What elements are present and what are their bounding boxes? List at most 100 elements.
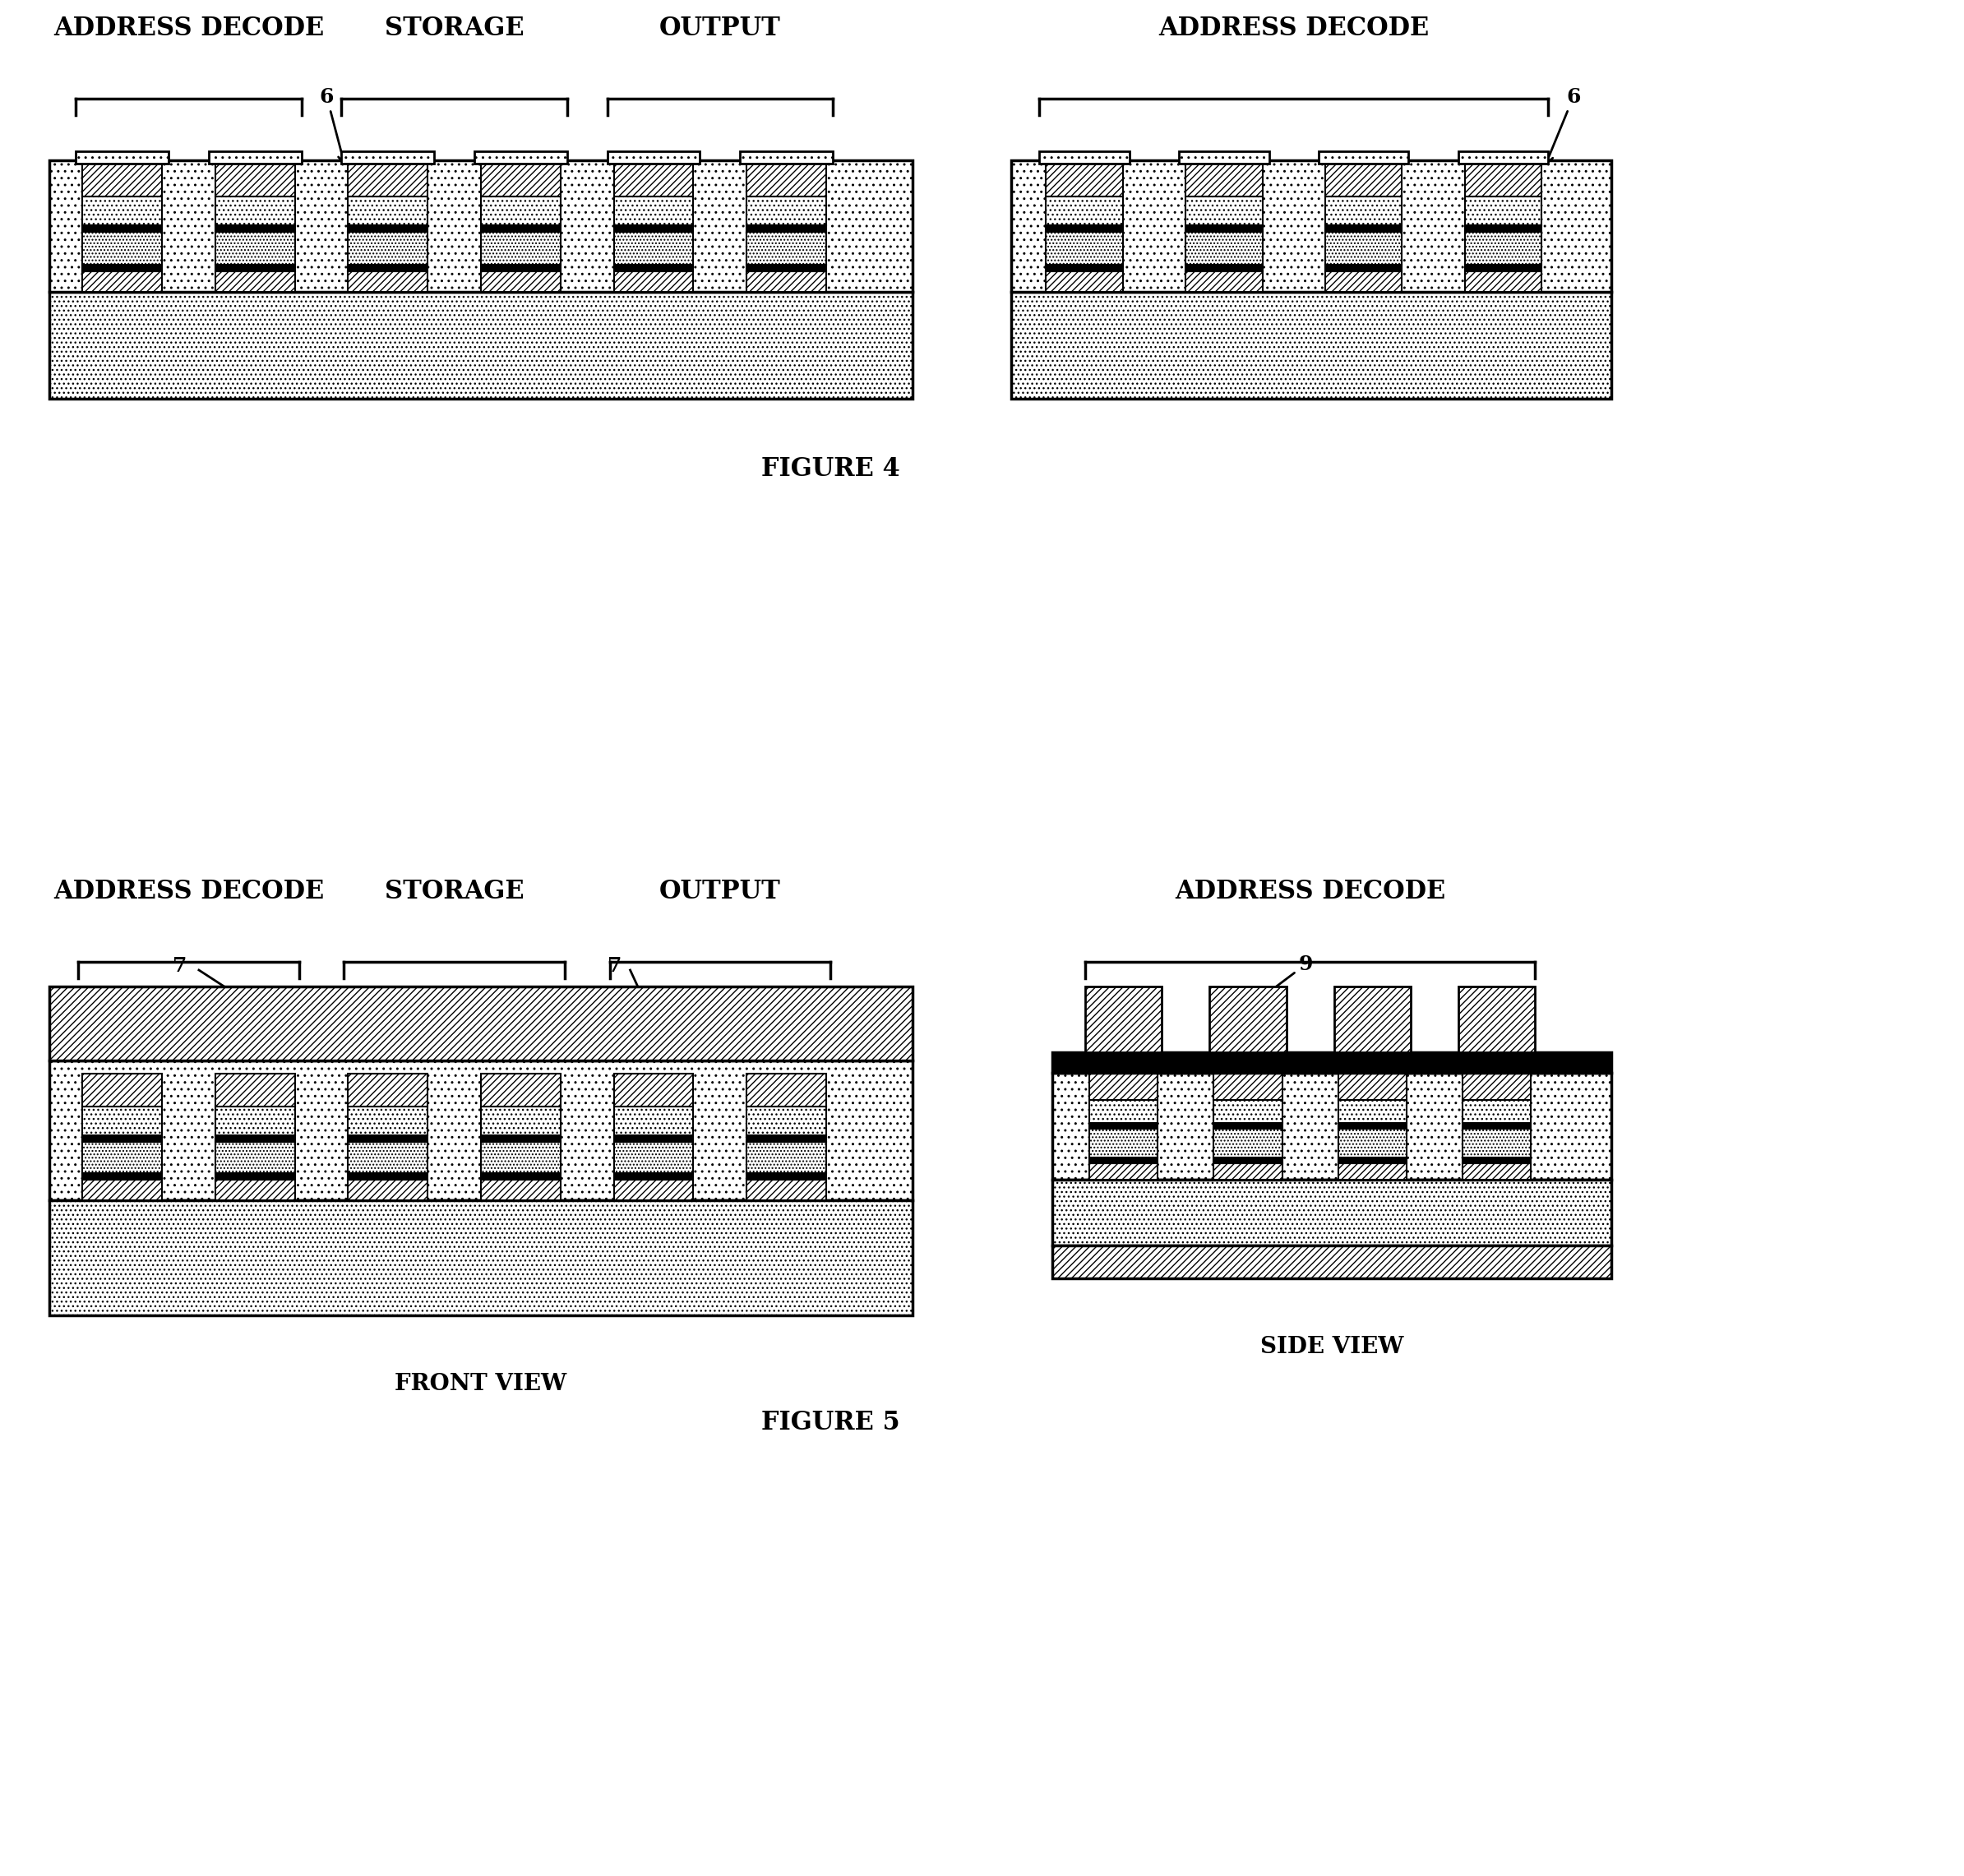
Bar <box>481 233 560 265</box>
Bar <box>746 163 827 197</box>
Bar <box>49 1060 913 1201</box>
Bar <box>348 1180 428 1201</box>
Bar <box>613 265 693 272</box>
Bar <box>613 233 693 265</box>
Bar <box>1465 197 1542 225</box>
Bar <box>1047 163 1123 197</box>
Text: ADDRESS DECODE: ADDRESS DECODE <box>1159 15 1430 41</box>
Bar <box>82 1180 163 1201</box>
Bar <box>348 233 428 265</box>
Bar <box>1047 225 1123 233</box>
Bar <box>1465 225 1542 233</box>
Bar <box>746 197 827 225</box>
Bar <box>1334 987 1410 1052</box>
Text: FRONT VIEW: FRONT VIEW <box>395 1373 568 1396</box>
Bar <box>1214 1073 1282 1099</box>
Bar <box>1047 197 1123 225</box>
Bar <box>1457 987 1534 1052</box>
Bar <box>49 159 913 293</box>
Bar <box>746 1172 827 1180</box>
Text: STORAGE: STORAGE <box>385 15 524 41</box>
Bar <box>746 1180 827 1201</box>
Text: 7: 7 <box>607 957 623 976</box>
Bar <box>1186 233 1263 265</box>
Text: OUTPUT: OUTPUT <box>660 15 782 41</box>
Bar <box>82 163 163 197</box>
Bar <box>348 163 428 197</box>
Bar <box>746 233 827 265</box>
Bar <box>1086 987 1163 1052</box>
Bar <box>746 265 827 272</box>
Bar <box>481 1073 560 1107</box>
Bar <box>216 197 295 225</box>
Bar <box>216 1180 295 1201</box>
Text: 6: 6 <box>320 86 346 163</box>
Bar <box>481 265 560 272</box>
Bar <box>1337 1124 1406 1129</box>
Bar <box>1326 163 1402 197</box>
Bar <box>82 265 163 272</box>
Bar <box>1090 1124 1159 1129</box>
Bar <box>1210 987 1286 1052</box>
Bar <box>1053 1052 1610 1073</box>
Bar <box>613 163 693 197</box>
Bar <box>1047 265 1123 272</box>
Bar <box>1053 1246 1610 1278</box>
Text: FIGURE 4: FIGURE 4 <box>760 456 900 482</box>
Bar <box>746 1142 827 1172</box>
Bar <box>1011 293 1610 400</box>
Text: 9: 9 <box>1251 955 1314 1006</box>
Bar <box>613 1107 693 1135</box>
Text: ADDRESS DECODE: ADDRESS DECODE <box>1174 878 1446 904</box>
Bar <box>746 1135 827 1142</box>
Bar <box>481 197 560 225</box>
Bar <box>348 1073 428 1107</box>
Bar <box>1465 163 1542 197</box>
Text: STORAGE: STORAGE <box>385 878 524 904</box>
Bar <box>1039 152 1129 163</box>
Bar <box>1463 1129 1530 1157</box>
Bar <box>208 152 302 163</box>
Bar <box>1090 1073 1159 1099</box>
Bar <box>82 1107 163 1135</box>
Bar <box>77 152 169 163</box>
Bar <box>342 152 434 163</box>
Bar <box>1465 272 1542 293</box>
Bar <box>1463 1163 1530 1180</box>
Bar <box>1186 265 1263 272</box>
Bar <box>1214 1163 1282 1180</box>
Bar <box>216 272 295 293</box>
Bar <box>348 1142 428 1172</box>
Bar <box>481 272 560 293</box>
Bar <box>1337 1099 1406 1124</box>
Bar <box>1337 1163 1406 1180</box>
Bar <box>216 1107 295 1135</box>
Bar <box>746 1107 827 1135</box>
Text: 7: 7 <box>173 957 187 976</box>
Bar <box>216 1073 295 1107</box>
Bar <box>216 265 295 272</box>
Bar <box>1053 1180 1610 1246</box>
Bar <box>1186 272 1263 293</box>
Bar <box>1090 1163 1159 1180</box>
Bar <box>1090 1129 1159 1157</box>
Bar <box>216 1142 295 1172</box>
Bar <box>481 1180 560 1201</box>
Bar <box>613 1180 693 1201</box>
Bar <box>348 1172 428 1180</box>
Text: ADDRESS DECODE: ADDRESS DECODE <box>53 878 324 904</box>
Bar <box>348 1107 428 1135</box>
Bar <box>1090 1099 1159 1124</box>
Text: FIGURE 5: FIGURE 5 <box>760 1411 900 1435</box>
Bar <box>613 1073 693 1107</box>
Bar <box>1463 1124 1530 1129</box>
Bar <box>348 1135 428 1142</box>
Bar <box>1011 159 1610 293</box>
Bar <box>216 225 295 233</box>
Bar <box>1053 1073 1610 1180</box>
Bar <box>481 163 560 197</box>
Bar <box>348 272 428 293</box>
Bar <box>82 197 163 225</box>
Text: SIDE VIEW: SIDE VIEW <box>1261 1336 1404 1358</box>
Bar <box>82 233 163 265</box>
